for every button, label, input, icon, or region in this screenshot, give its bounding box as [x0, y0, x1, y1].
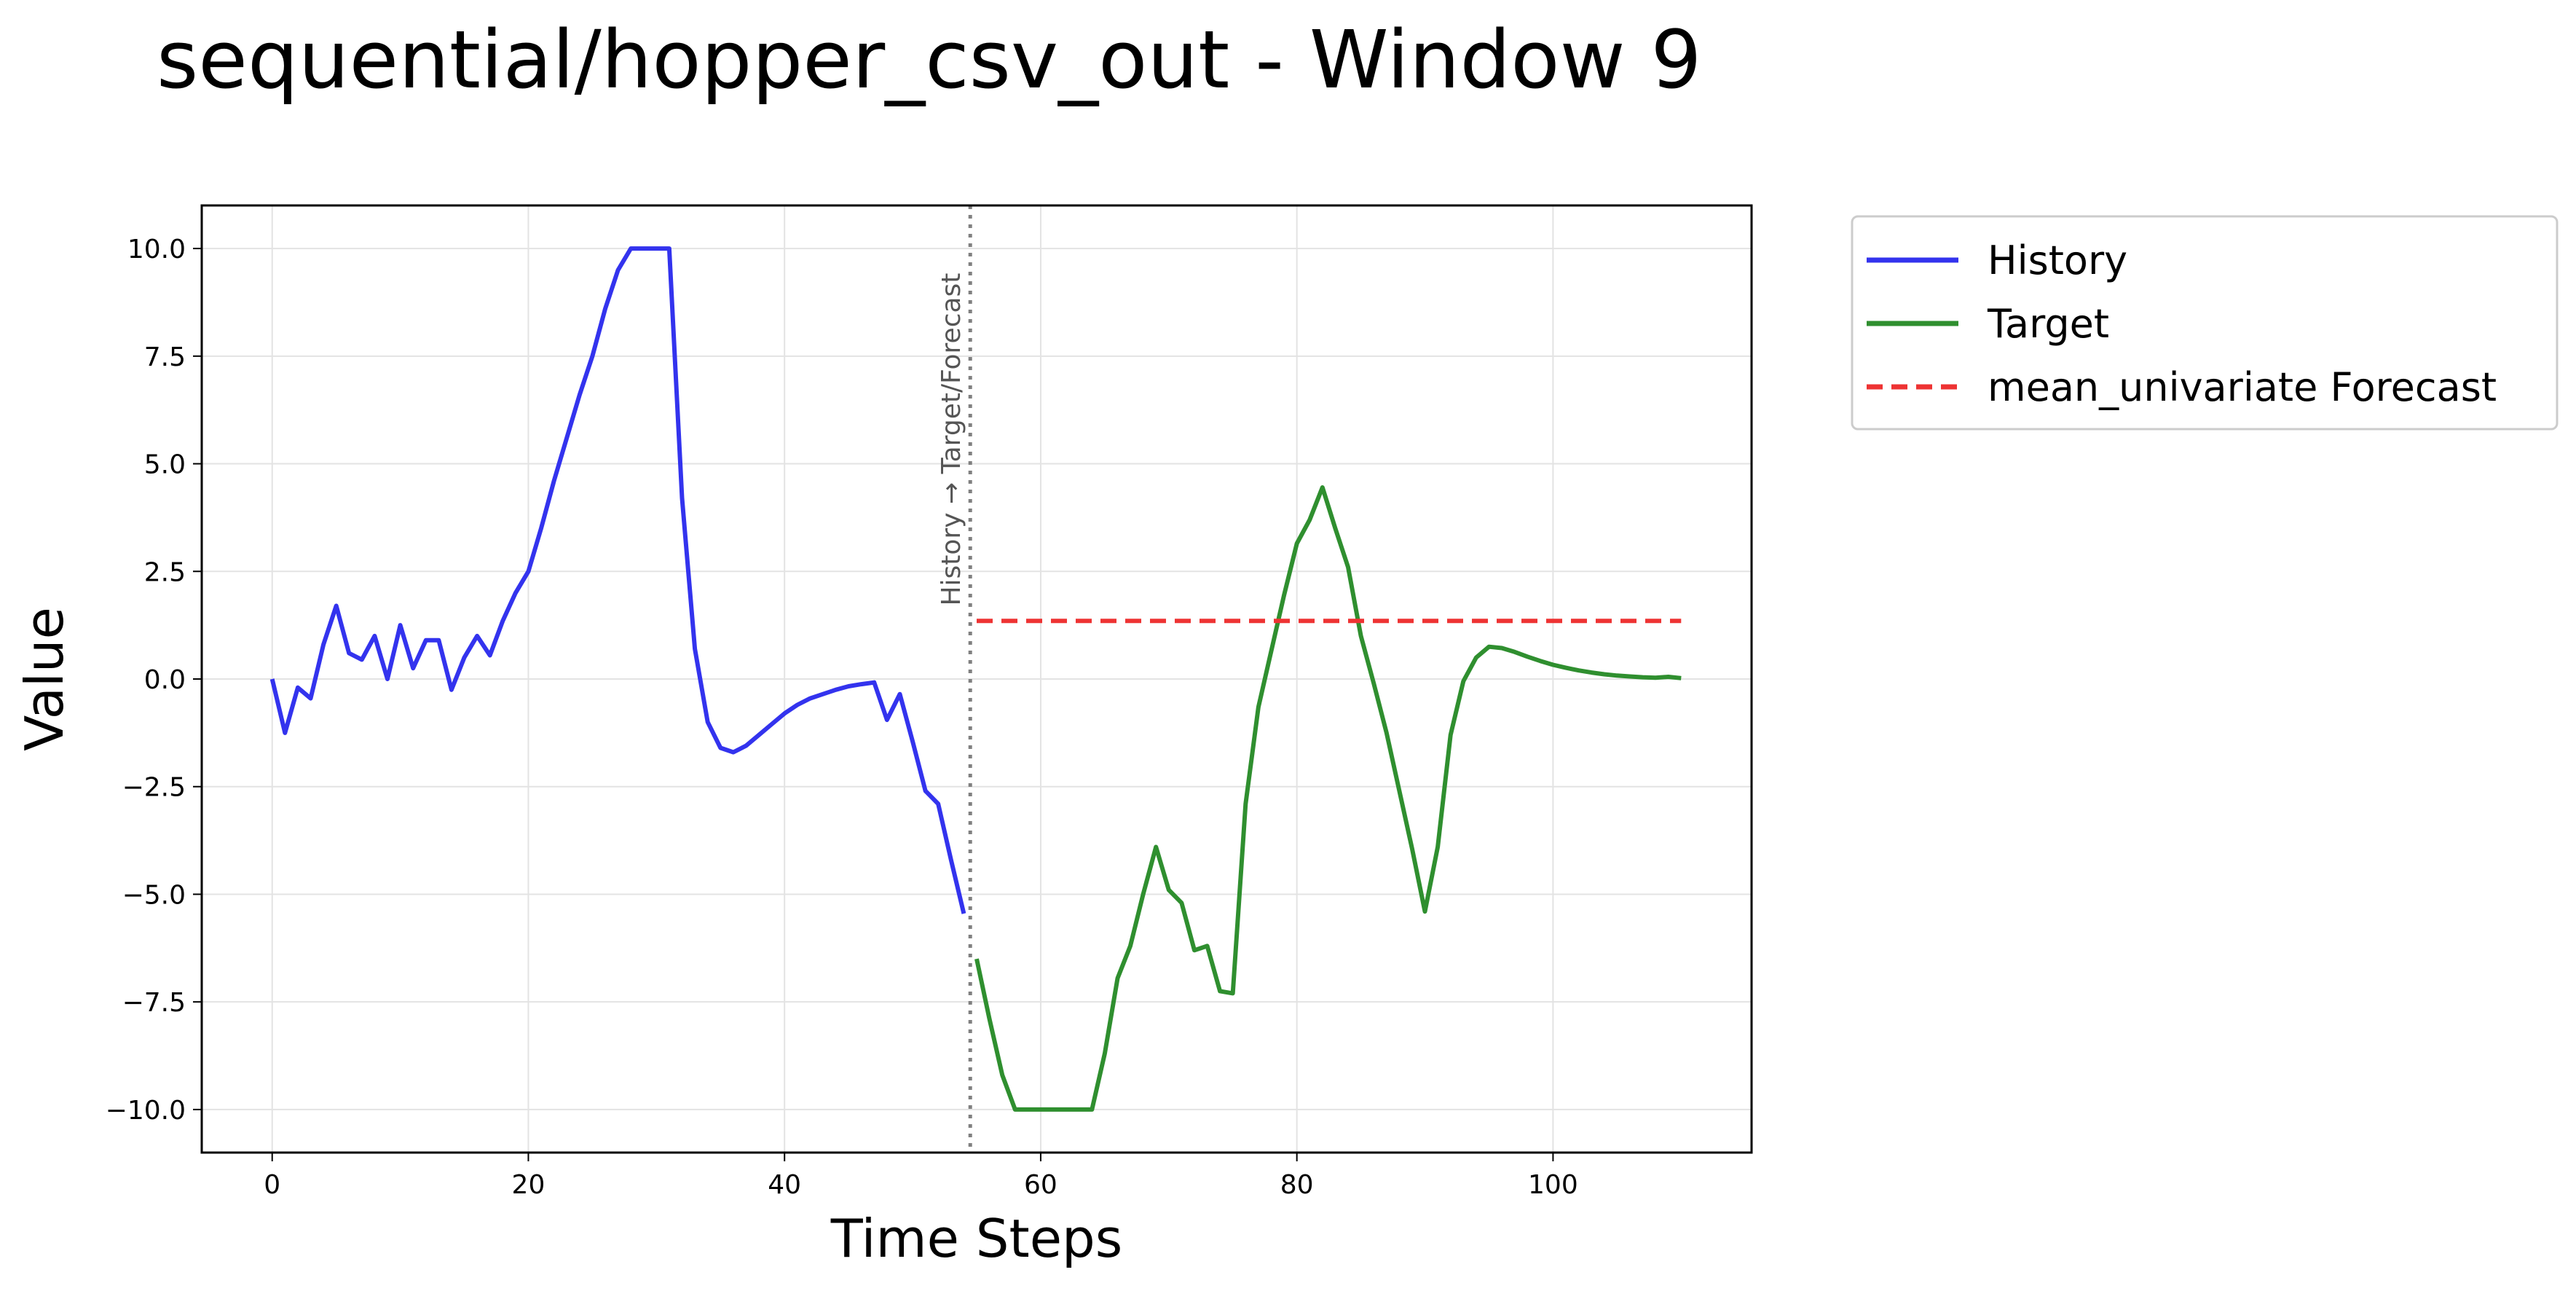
y-tick-label: −7.5 — [122, 988, 186, 1018]
legend: History Target mean_univariate Forecast — [1851, 215, 2559, 431]
divider-group: History → Target/Forecast — [937, 205, 972, 1153]
x-tick-label: 0 — [264, 1170, 280, 1200]
x-tick-label: 20 — [512, 1170, 545, 1200]
y-tick-label: 5.0 — [144, 450, 186, 480]
y-tick-label: −10.0 — [106, 1096, 186, 1126]
series-line-history — [269, 246, 966, 914]
y-axis-label: Value — [14, 607, 75, 751]
divider-label: History → Target/Forecast — [937, 273, 966, 606]
legend-frame — [1851, 215, 2559, 431]
y-tick-label: −5.0 — [122, 880, 186, 910]
x-tick-label: 40 — [768, 1170, 801, 1200]
x-tick-label: 80 — [1280, 1170, 1314, 1200]
y-tick-label: 0.0 — [144, 665, 186, 695]
axis-ticks: 0 20 40 60 80 100 10.0 7.5 5.0 2.5 0.0 −2.5 −5.0 −7.5… — [106, 235, 1578, 1200]
y-tick-label: 7.5 — [144, 342, 186, 372]
series-line-target — [974, 485, 1682, 1112]
y-tick-label: 2.5 — [144, 557, 186, 587]
grid — [202, 205, 1752, 1153]
y-tick-label: 10.0 — [127, 235, 186, 264]
x-tick-label: 60 — [1024, 1170, 1057, 1200]
legend-label: mean_univariate Forecast — [1988, 364, 2497, 410]
x-axis-label: Time Steps — [830, 1208, 1123, 1269]
x-tick-label: 100 — [1528, 1170, 1578, 1200]
series-group — [269, 246, 1682, 1112]
chart-title: sequential/hopper_csv_out - Window 9 — [157, 13, 1702, 106]
legend-label: History — [1988, 238, 2127, 283]
legend-label: Target — [1987, 301, 2109, 347]
y-tick-label: −2.5 — [122, 773, 186, 803]
